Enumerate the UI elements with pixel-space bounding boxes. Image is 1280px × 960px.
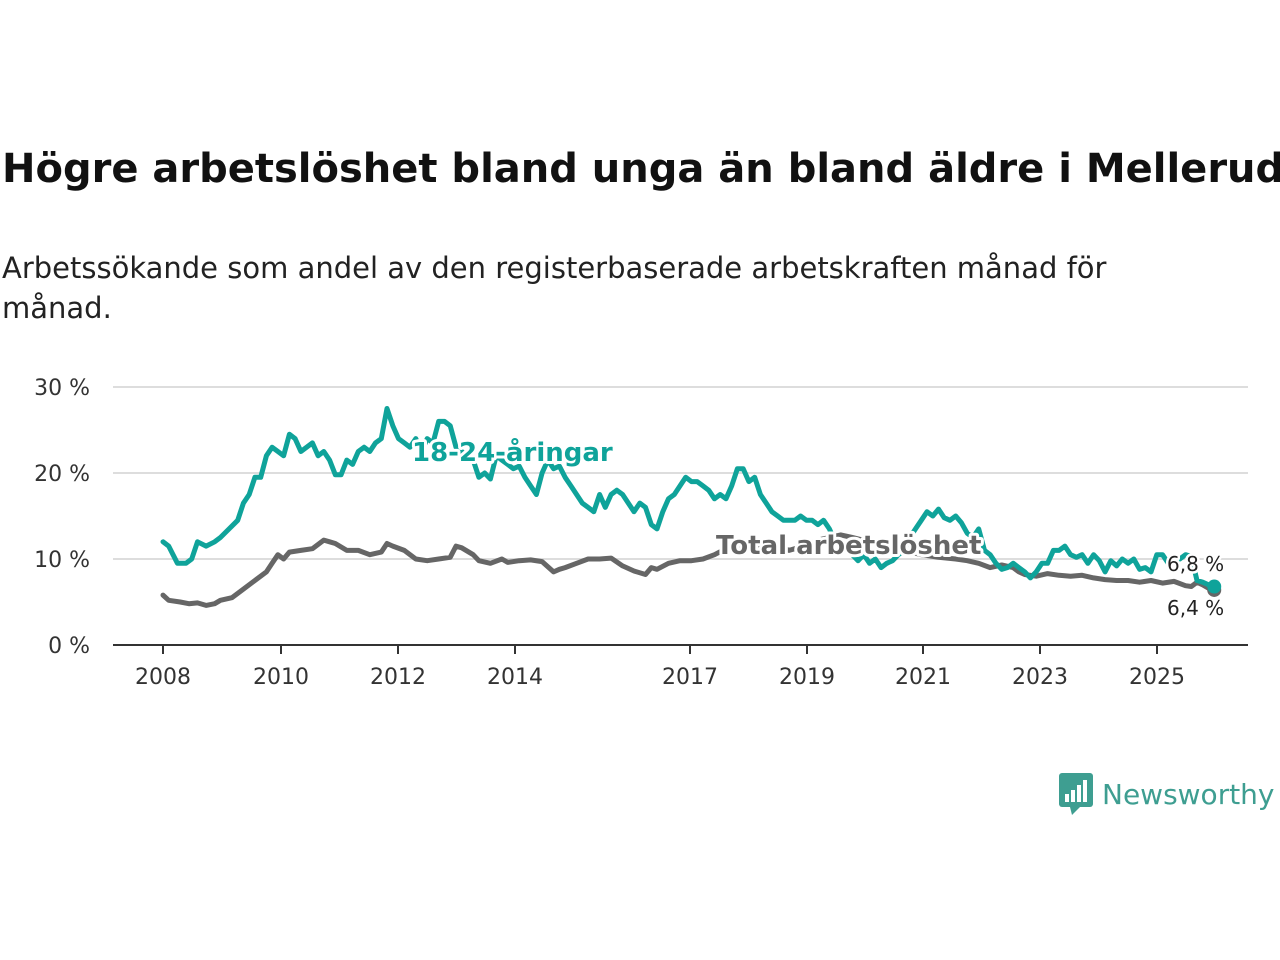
series-lines: [160, 406, 1222, 608]
brand-name: Newsworthy: [1102, 777, 1275, 811]
y-tick-label: 20 %: [34, 462, 90, 487]
series-label-total: Total arbetslöshet: [716, 531, 981, 561]
end-label-youth: 6,8 %: [1167, 552, 1224, 576]
end-label-total: 6,4 %: [1167, 596, 1224, 620]
bar-chart-speech-bubble-icon: [1059, 773, 1093, 815]
x-tick-label: 2012: [370, 665, 426, 690]
y-tick-label: 0 %: [48, 634, 90, 659]
x-tick-label: 2019: [779, 665, 835, 690]
brand-logo: Newsworthy: [1058, 772, 1275, 816]
series-line-total: [160, 532, 1217, 608]
x-tick-label: 2023: [1012, 665, 1068, 690]
grid-lines: 0 % 10 % 20 % 30 %: [34, 376, 1248, 659]
chart-title: Högre arbetslöshet bland unga än bland ä…: [2, 146, 1280, 192]
x-tick-label: 2025: [1129, 665, 1185, 690]
y-tick-label: 30 %: [34, 376, 90, 401]
x-tick-label: 2017: [662, 665, 718, 690]
x-axis: 2008 2010 2012 2014 2017 2019 2021 2023 2025: [113, 644, 1248, 690]
x-tick-label: 2010: [253, 665, 309, 690]
series-labels: 18-24-åringar Total arbetslöshet 6,8 % 6,4 …: [409, 433, 1227, 623]
x-tick-label: 2021: [895, 665, 951, 690]
series-label-youth: 18-24-åringar: [412, 436, 613, 468]
x-tick-label: 2014: [487, 665, 543, 690]
chart-subtitle: Arbetssökande som andel av den registerb…: [2, 251, 1107, 325]
series-end-point: [1207, 579, 1222, 594]
y-tick-label: 10 %: [34, 548, 90, 573]
series-line-youth: [160, 406, 1217, 589]
x-tick-label: 2008: [135, 665, 191, 690]
